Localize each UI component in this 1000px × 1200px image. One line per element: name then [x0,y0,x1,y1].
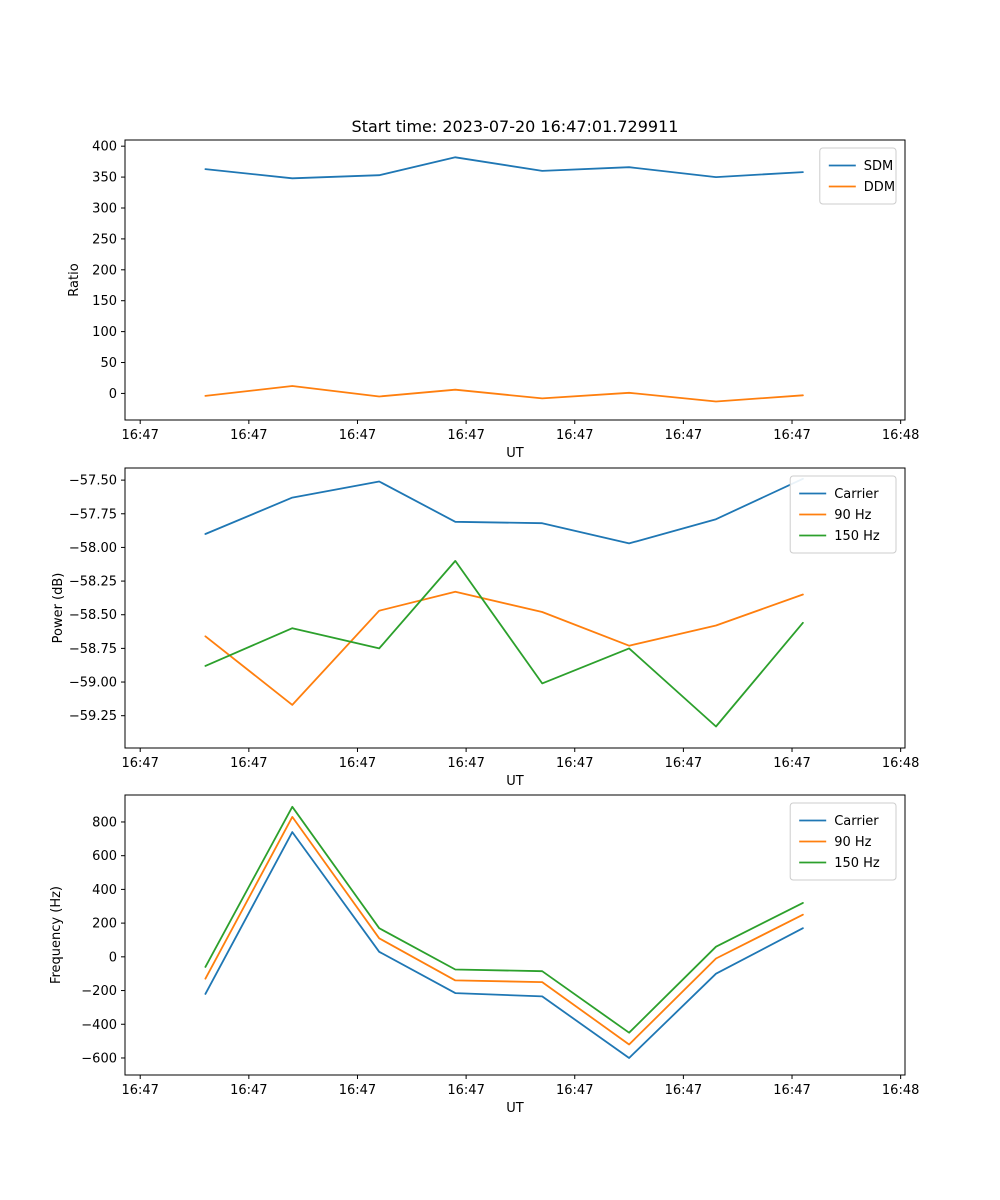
y-tick-label: 0 [109,950,117,965]
x-tick-label: 16:47 [121,756,158,771]
y-tick-label: 200 [92,263,117,278]
series-line-150-hz [204,560,804,728]
legend-box [789,475,897,554]
y-tick-label: 100 [92,325,117,340]
y-tick-label: −57.50 [69,474,117,489]
x-tick-label: 16:47 [339,756,376,771]
x-tick-label: 16:47 [230,756,267,771]
y-tick-label: 600 [92,849,117,864]
x-tick-label: 16:47 [556,756,593,771]
figure-title: Start time: 2023-07-20 16:47:01.729911 [352,117,679,136]
x-tick-label: 16:47 [665,428,702,443]
series-line-90-hz [204,590,804,706]
x-tick-label: 16:47 [447,756,484,771]
x-tick-label: 16:47 [447,428,484,443]
x-tick-label: 16:47 [773,756,810,771]
x-axis-label: UT [506,1101,524,1116]
subplot-2: 16:47 16:47 16:47 16:47 16:47 16:47 16:47 16:48… [51,467,919,789]
x-tick-label: 16:47 [556,1083,593,1098]
y-tick-label: −58.25 [69,575,117,590]
y-tick-label: 200 [92,917,117,932]
y-tick-label: −58.00 [69,541,117,556]
y-tick-label: 400 [92,140,117,155]
series-line-150-hz [204,805,804,1034]
x-tick-label: 16:48 [882,1083,919,1098]
y-tick-label: 800 [92,815,117,830]
y-tick-label: 300 [92,201,117,216]
axes-box [124,794,906,1076]
x-axis-label: UT [506,774,524,789]
legend-box [819,147,897,205]
y-tick-label: 350 [92,171,117,186]
legend-box [789,802,897,881]
x-tick-label: 16:47 [121,428,158,443]
y-tick-label: −200 [81,984,117,999]
legend-label: 150 Hz [834,856,880,871]
subplot-1: 16:47 16:47 16:47 16:47 16:47 16:47 16:47 16:48… [67,139,919,461]
x-tick-label: 16:47 [556,428,593,443]
legend-label: 90 Hz [834,508,871,523]
y-tick-label: 400 [92,883,117,898]
y-tick-label: −57.75 [69,507,117,522]
x-axis-label: UT [506,446,524,461]
legend-label: 150 Hz [834,529,880,544]
axes-box [124,139,906,421]
y-tick-label: −58.50 [69,608,117,623]
series-line-carrier [204,831,804,1059]
y-tick-label: −600 [81,1051,117,1066]
x-tick-label: 16:47 [665,1083,702,1098]
y-axis-label: Power (dB) [51,573,66,644]
series-line-ddm [204,385,804,403]
x-tick-label: 16:48 [882,428,919,443]
y-tick-label: −58.75 [69,642,117,657]
y-tick-label: 0 [109,387,117,402]
plots-layer: 16:47 16:47 16:47 16:47 16:47 16:47 16:47 16:48… [49,139,919,1116]
x-tick-label: 16:47 [121,1083,158,1098]
x-tick-label: 16:47 [773,1083,810,1098]
y-tick-label: 150 [92,294,117,309]
legend-label: Carrier [834,487,879,502]
legend: SDM DDM [819,147,897,205]
x-tick-label: 16:47 [230,428,267,443]
legend: Carrier 90 Hz 150 Hz [789,475,897,554]
y-tick-label: −59.25 [69,709,117,724]
legend-label: DDM [864,180,895,195]
x-tick-label: 16:47 [339,428,376,443]
legend-label: Carrier [834,814,879,829]
legend-label: SDM [864,159,893,174]
y-tick-label: −400 [81,1018,117,1033]
axes-box [124,467,906,749]
legend-label: 90 Hz [834,835,871,850]
x-tick-label: 16:47 [339,1083,376,1098]
series-line-carrier [204,477,804,545]
y-tick-label: 250 [92,232,117,247]
x-tick-label: 16:47 [230,1083,267,1098]
x-tick-label: 16:47 [665,756,702,771]
series-line-sdm [204,156,804,180]
y-tick-label: 50 [100,356,117,371]
subplot-3: 16:47 16:47 16:47 16:47 16:47 16:47 16:47 16:48… [49,794,919,1116]
series-line-90-hz [204,816,804,1046]
y-tick-label: −59.00 [69,676,117,691]
y-axis-label: Ratio [67,263,82,296]
x-tick-label: 16:48 [882,756,919,771]
y-axis-label: Frequency (Hz) [49,886,64,984]
legend: Carrier 90 Hz 150 Hz [789,802,897,881]
x-tick-label: 16:47 [773,428,810,443]
x-tick-label: 16:47 [447,1083,484,1098]
